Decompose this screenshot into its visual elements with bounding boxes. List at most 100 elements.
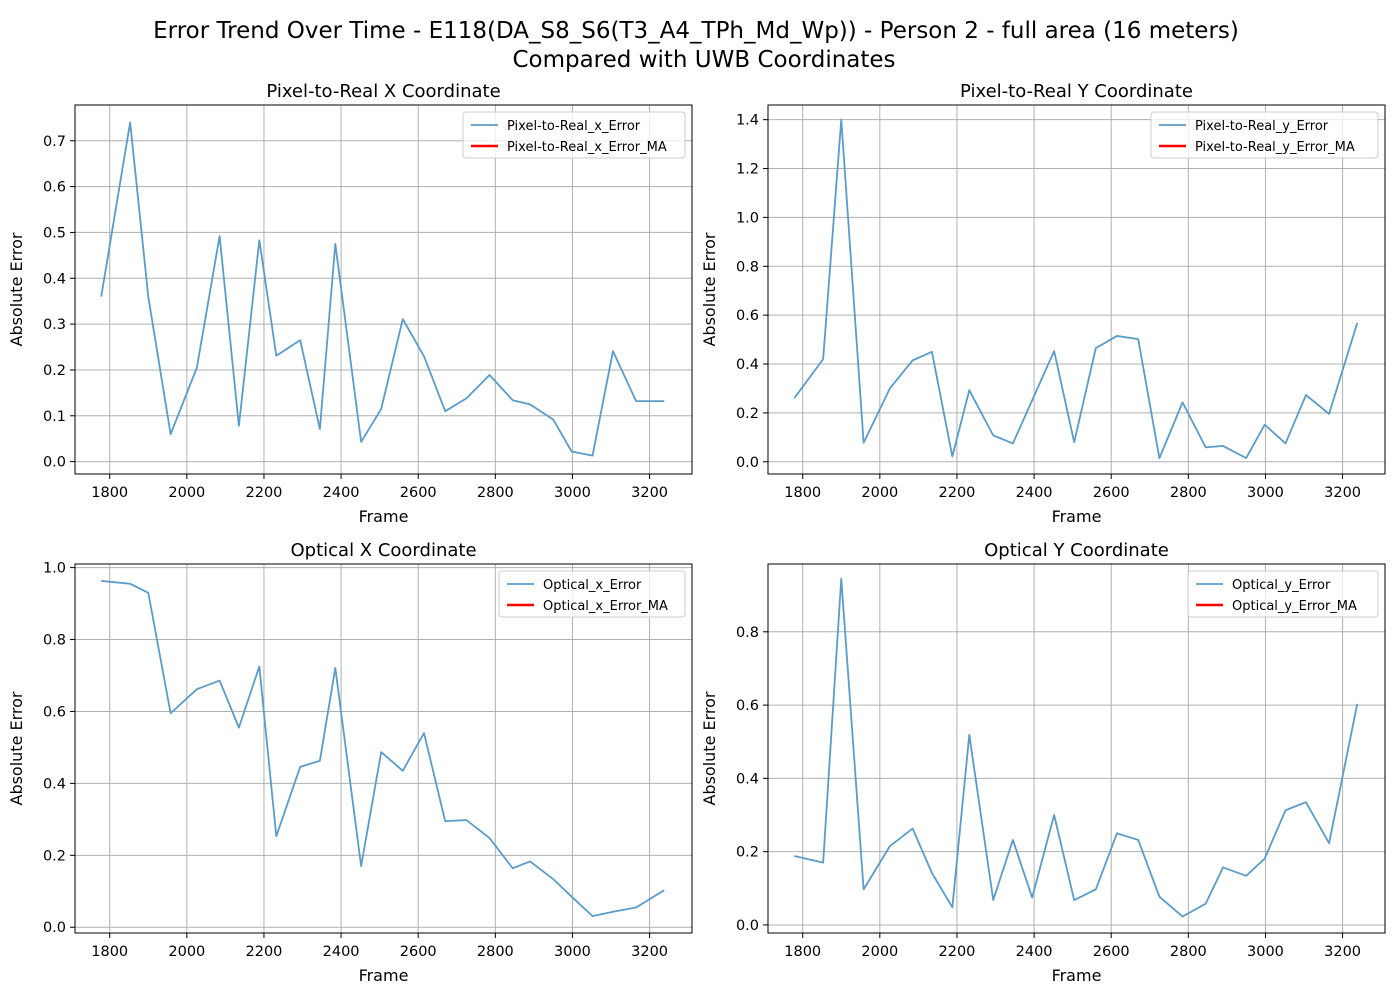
chart-panel-p2r-y: 1800 2000 2200 2400 2600 2800 3000 3200 0.0 0.2 0.…	[700, 81, 1386, 526]
x-tick-label: 2000	[168, 485, 205, 501]
series-line-Optical_y_Error	[794, 577, 1359, 918]
axes-frame	[767, 104, 1386, 475]
x-tick-label: 2400	[1016, 485, 1053, 501]
y-tick-label: 0.6	[736, 308, 759, 324]
x-tick-label: 2800	[1170, 485, 1207, 501]
y-axis-label: Absolute Error	[700, 691, 719, 805]
y-tick-label: 1.4	[736, 113, 759, 129]
x-tick-label: 2800	[477, 944, 514, 960]
x-tick-label: 3000	[1247, 944, 1284, 960]
x-tick-label: 2000	[861, 485, 898, 501]
x-tick-label: 2400	[323, 944, 360, 960]
x-tick-label: 2600	[1093, 944, 1130, 960]
panel-title: Pixel-to-Real X Coordinate	[266, 81, 500, 102]
legend-box	[498, 570, 686, 618]
x-tick-label: 2600	[1093, 485, 1130, 501]
chart-panel-opt-x: 1800 2000 2200 2400 2600 2800 3000 3200 0.0 0.2 0.…	[7, 540, 693, 985]
legend-entry: Optical_x_Error	[543, 578, 642, 593]
y-tick-label: 0.8	[736, 625, 759, 641]
chart-panel-p2r-x: 1800 2000 2200 2400 2600 2800 3000 3200 0.0 0.1 0.…	[7, 81, 693, 526]
y-tick-label: 0.0	[736, 918, 759, 934]
x-tick-label: 2600	[400, 485, 437, 501]
y-tick-label: 0.4	[736, 357, 759, 373]
y-tick-label: 0.4	[43, 776, 66, 792]
legend-entry: Optical_y_Error_MA	[1232, 599, 1357, 614]
x-tick-label: 3000	[554, 944, 591, 960]
y-tick-label: 0.2	[736, 406, 759, 422]
x-tick-label: 1800	[91, 944, 128, 960]
legend-entry: Pixel-to-Real_x_Error_MA	[507, 140, 667, 155]
y-tick-label: 0.2	[43, 363, 66, 379]
x-tick-label: 3200	[1324, 944, 1361, 960]
y-axis-label: Absolute Error	[7, 232, 26, 346]
x-tick-label: 1800	[784, 485, 821, 501]
legend-entry: Optical_y_Error	[1232, 578, 1331, 593]
panel-title: Optical Y Coordinate	[984, 540, 1169, 561]
chart-panel-opt-y: 1800 2000 2200 2400 2600 2800 3000 3200 0.0 0.2 0.…	[700, 540, 1386, 985]
y-tick-label: 0.0	[43, 920, 66, 936]
x-tick-label: 2200	[939, 944, 976, 960]
x-tick-label: 2400	[1016, 944, 1053, 960]
y-tick-label: 0.0	[43, 455, 66, 471]
x-tick-label: 2200	[246, 944, 283, 960]
y-tick-label: 1.0	[736, 210, 759, 226]
x-tick-label: 2200	[939, 485, 976, 501]
legend: Optical_y_Error Optical_y_Error_MA	[1187, 570, 1379, 618]
legend: Optical_x_Error Optical_x_Error_MA	[498, 570, 686, 618]
legend-box	[1187, 570, 1379, 618]
x-axis-label: Frame	[359, 966, 409, 985]
figure-title-line2: Compared with UWB Coordinates	[512, 47, 895, 73]
x-tick-label: 2000	[168, 944, 205, 960]
legend-entry: Optical_x_Error_MA	[543, 599, 668, 614]
y-tick-label: 0.8	[736, 259, 759, 275]
y-tick-label: 1.0	[43, 561, 66, 577]
y-axis-label: Absolute Error	[700, 232, 719, 346]
series-line-Optical_x_Error	[101, 580, 665, 917]
series-line-Pixel-to-Real_y_Error	[793, 118, 1359, 460]
legend-entry: Pixel-to-Real_y_Error_MA	[1195, 140, 1355, 155]
x-tick-label: 1800	[91, 485, 128, 501]
x-tick-label: 2800	[1170, 944, 1207, 960]
x-tick-label: 3200	[631, 485, 668, 501]
legend: Pixel-to-Real_y_Error Pixel-to-Real_y_Err…	[1150, 111, 1379, 159]
x-axis-label: Frame	[1052, 966, 1102, 985]
legend-box	[1150, 111, 1379, 159]
y-tick-label: 0.7	[43, 134, 66, 150]
panel-title: Optical X Coordinate	[290, 540, 476, 561]
y-tick-label: 0.6	[43, 704, 66, 720]
y-tick-label: 0.3	[43, 317, 66, 333]
figure-title-line1: Error Trend Over Time - E118(DA_S8_S6(T3…	[153, 18, 1239, 44]
legend: Pixel-to-Real_x_Error Pixel-to-Real_x_Err…	[462, 111, 686, 159]
axes-frame	[767, 563, 1386, 934]
x-tick-label: 3200	[631, 944, 668, 960]
y-tick-label: 0.2	[736, 845, 759, 861]
x-tick-label: 2600	[400, 944, 437, 960]
y-tick-label: 0.0	[736, 455, 759, 471]
legend-entry: Pixel-to-Real_y_Error	[1195, 119, 1329, 134]
y-tick-label: 1.2	[736, 162, 759, 178]
y-tick-label: 0.2	[43, 848, 66, 864]
x-tick-label: 2000	[861, 944, 898, 960]
x-tick-label: 2800	[477, 485, 514, 501]
x-axis-label: Frame	[1052, 507, 1102, 526]
y-tick-label: 0.5	[43, 225, 66, 241]
x-tick-label: 1800	[784, 944, 821, 960]
y-tick-label: 0.6	[736, 698, 759, 714]
y-tick-label: 0.4	[43, 271, 66, 287]
panel-title: Pixel-to-Real Y Coordinate	[960, 81, 1193, 102]
legend-entry: Pixel-to-Real_x_Error	[507, 119, 641, 134]
x-tick-label: 3200	[1324, 485, 1361, 501]
y-axis-label: Absolute Error	[7, 691, 26, 805]
x-tick-label: 2400	[323, 485, 360, 501]
legend-box	[462, 111, 686, 159]
x-axis-label: Frame	[359, 507, 409, 526]
axes-frame	[74, 104, 693, 475]
y-tick-label: 0.4	[736, 771, 759, 787]
series-line-Pixel-to-Real_x_Error	[100, 121, 665, 457]
x-tick-label: 3000	[1247, 485, 1284, 501]
y-tick-label: 0.8	[43, 633, 66, 649]
y-tick-label: 0.1	[43, 409, 66, 425]
axes-frame	[74, 563, 693, 934]
x-tick-label: 3000	[554, 485, 591, 501]
